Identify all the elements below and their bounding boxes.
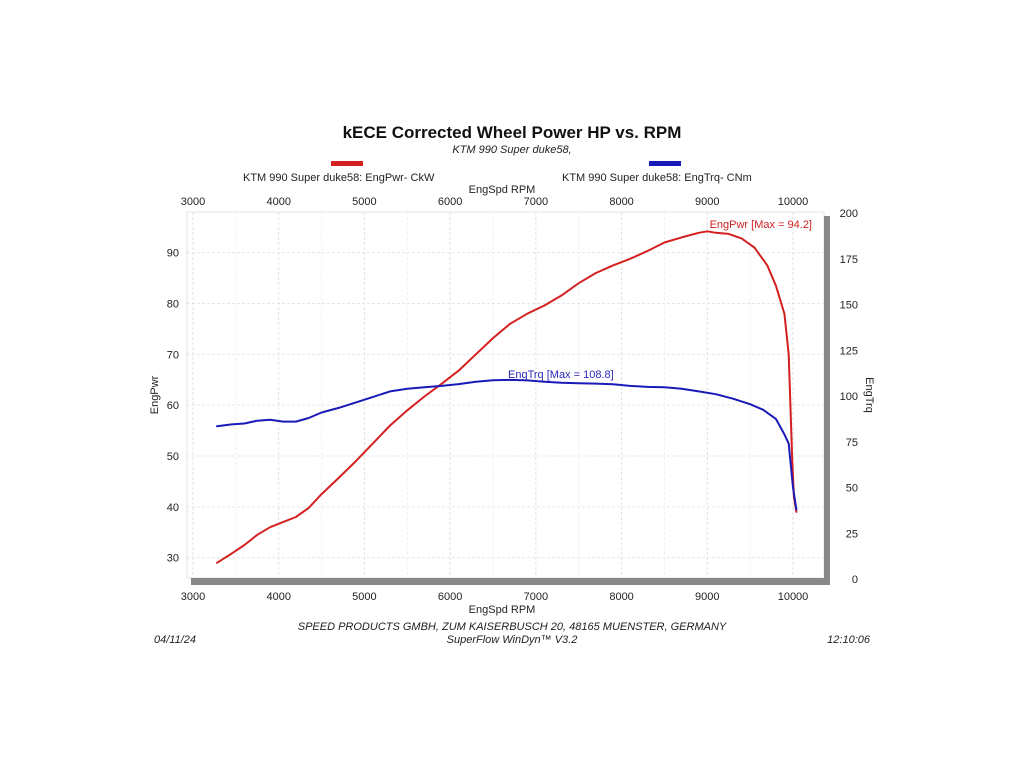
x-axis-bottom-ticks: 3000 4000 5000 6000 7000 8000 9000 10000	[181, 591, 809, 603]
x-tick-label-top: 5000	[352, 196, 376, 208]
footer-date: 04/11/24	[154, 634, 196, 646]
x-tick-label-top: 7000	[524, 196, 548, 208]
footer-time: 12:10:06	[827, 634, 871, 646]
plot-shadow-right	[824, 216, 830, 585]
y-right-tick-label: 75	[846, 437, 858, 449]
x-axis-top-ticks: 3000 4000 5000 6000 7000 8000 9000 10000	[181, 196, 809, 208]
legend-label-torque: KTM 990 Super duke58: EngTrq- CNm	[562, 172, 752, 184]
x-tick-label-bottom: 8000	[609, 591, 633, 603]
series-layer	[216, 230, 798, 564]
plot-shadow-bottom	[191, 578, 830, 585]
x-tick-label-bottom: 9000	[695, 591, 719, 603]
y-right-tick-label: 150	[840, 300, 858, 312]
power-max-annotation: EngPwr [Max = 94.2]	[710, 219, 812, 231]
y-left-tick-label: 80	[167, 299, 179, 311]
x-tick-label-bottom: 7000	[524, 591, 548, 603]
legend-swatch-torque	[649, 161, 681, 166]
x-tick-label-top: 9000	[695, 196, 719, 208]
y-axis-left-label: EngPwr	[149, 375, 161, 414]
x-tick-label-top: 10000	[778, 196, 809, 208]
x-axis-label-bottom: EngSpd RPM	[469, 604, 536, 616]
x-tick-label-bottom: 5000	[352, 591, 376, 603]
y-axis-right-ticks: 0 25 50 75 100 125 150 175 200	[840, 208, 858, 586]
x-tick-label-bottom: 3000	[181, 591, 205, 603]
y-axis-right-label: EngTrq	[863, 377, 875, 413]
x-tick-label-top: 4000	[266, 196, 290, 208]
series-line-engtrq	[216, 378, 798, 511]
x-axis-label-top: EngSpd RPM	[469, 184, 536, 196]
footer-software: SuperFlow WinDyn™ V3.2	[447, 634, 578, 646]
y-left-tick-label: 90	[167, 248, 179, 260]
y-right-tick-label: 25	[846, 528, 858, 540]
y-axis-left-ticks: 30 40 50 60 70 80 90	[167, 248, 179, 565]
y-left-tick-label: 70	[167, 349, 179, 361]
y-right-tick-label: 0	[852, 574, 858, 586]
grid	[187, 212, 824, 578]
y-left-tick-label: 40	[167, 502, 179, 514]
chart-subtitle: KTM 990 Super duke58,	[452, 144, 571, 156]
y-left-tick-label: 30	[167, 553, 179, 565]
y-left-tick-label: 50	[167, 451, 179, 463]
y-right-tick-label: 100	[840, 391, 858, 403]
y-right-tick-label: 125	[840, 345, 858, 357]
x-tick-label-bottom: 10000	[778, 591, 809, 603]
x-tick-label-bottom: 4000	[266, 591, 290, 603]
footer-company: SPEED PRODUCTS GMBH, ZUM KAISERBUSCH 20,…	[298, 621, 727, 633]
torque-max-annotation: EngTrq [Max = 108.8]	[508, 369, 614, 381]
chart-title: kECE Corrected Wheel Power HP vs. RPM	[343, 123, 682, 142]
legend-label-power: KTM 990 Super duke58: EngPwr- CkW	[243, 172, 435, 184]
legend-swatch-power	[331, 161, 363, 166]
x-tick-label-top: 8000	[609, 196, 633, 208]
series-line-engpwr	[216, 230, 798, 564]
y-left-tick-label: 60	[167, 400, 179, 412]
y-right-tick-label: 200	[840, 208, 858, 220]
x-tick-label-top: 6000	[438, 196, 462, 208]
y-right-tick-label: 175	[840, 254, 858, 266]
x-tick-label-top: 3000	[181, 196, 205, 208]
x-tick-label-bottom: 6000	[438, 591, 462, 603]
y-right-tick-label: 50	[846, 483, 858, 495]
